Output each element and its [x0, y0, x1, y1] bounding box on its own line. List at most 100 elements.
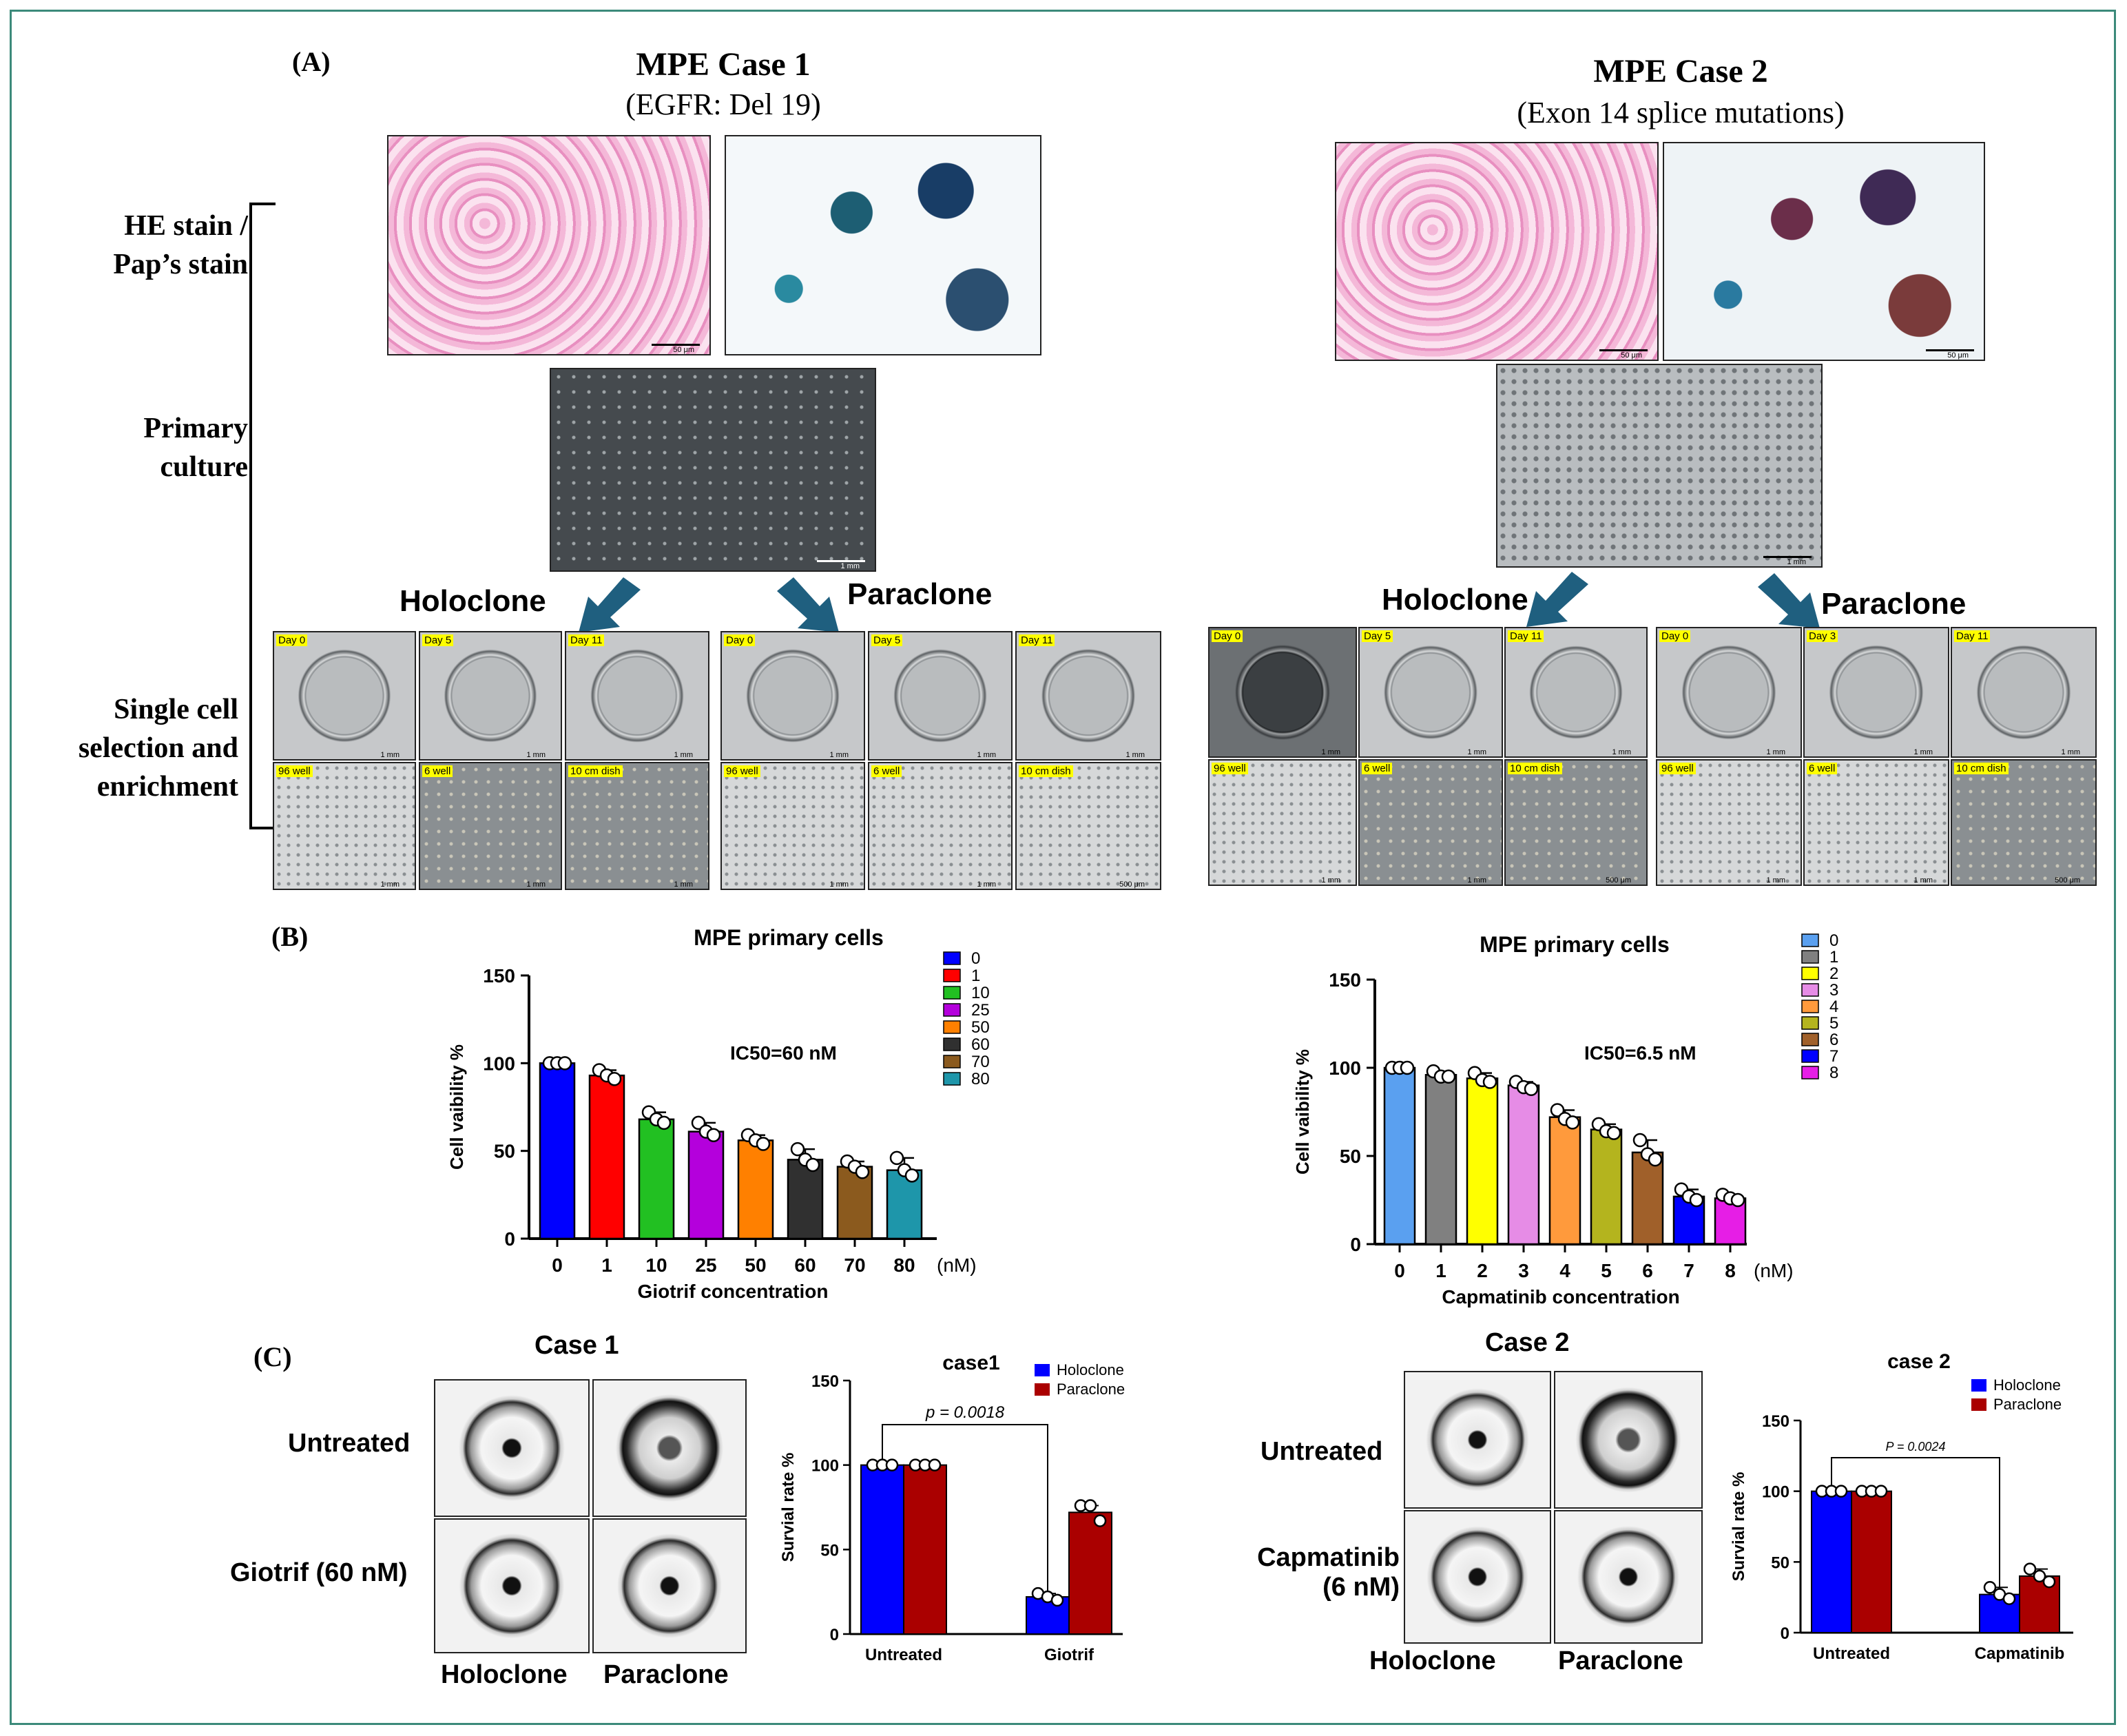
primary-label-line2: culture: [160, 451, 248, 483]
panel-c-letter: (C): [253, 1341, 292, 1372]
data-point: [756, 1137, 771, 1151]
y-tick-label: 0: [1350, 1234, 1361, 1255]
legend-label: 10: [971, 984, 990, 1002]
y-axis-label: Cell vaibility %: [1292, 1049, 1313, 1175]
bar: [588, 1074, 625, 1240]
legend-label: 0: [971, 949, 980, 968]
single-label-line1: Single cell: [114, 694, 238, 725]
legend-label: 7: [1829, 1047, 1838, 1066]
legend-label: 2: [1829, 964, 1838, 983]
legend-label: Paraclone: [1993, 1396, 2062, 1413]
data-point: [889, 1150, 904, 1166]
legend-swatch: [1801, 1066, 1819, 1079]
x-tick-label: 5: [1601, 1260, 1612, 1281]
data-point: [928, 1458, 942, 1471]
legend-swatch: [1801, 933, 1819, 947]
legend-swatch: [1971, 1379, 1986, 1392]
data-point: [1050, 1593, 1064, 1607]
p-value-annotation: P = 0.0024: [1886, 1440, 1946, 1454]
legend-swatch: [943, 986, 961, 1000]
ic50-annotation: IC50=60 nM: [730, 1042, 837, 1064]
legend-swatch: [1971, 1398, 1986, 1411]
legend-swatch: [1801, 1016, 1819, 1030]
case1-holo-96well: 96 well 1 mm: [273, 762, 416, 890]
y-axis-label: Cell vaibility %: [446, 1044, 467, 1170]
case2-para-capmatinib-image: [1554, 1510, 1703, 1644]
x-tick-label: Untreated: [1813, 1644, 1890, 1663]
legend-swatch: [1035, 1364, 1050, 1376]
case1-para-10cm: 10 cm dish 500 μm: [1015, 762, 1161, 890]
data-point: [1874, 1485, 1888, 1498]
unit-label: (nM): [937, 1254, 977, 1276]
figure-frame: [10, 10, 2116, 1725]
case1-holo-giotrif-image: [434, 1518, 590, 1653]
case2-paraclone-label: Paraclone: [1558, 1646, 1683, 1675]
y-tick-label: 150: [483, 965, 515, 986]
bar: [1507, 1084, 1540, 1246]
legend-swatch: [1801, 1049, 1819, 1063]
scale-text: 50 μm: [1947, 351, 1969, 360]
chart-title: MPE primary cells: [1480, 932, 1670, 957]
x-tick-label: 50: [745, 1254, 766, 1276]
legend-swatch: [943, 1037, 961, 1051]
stain-label-line1: HE stain /: [124, 210, 248, 242]
x-tick-label: Capmatinib: [1975, 1644, 2065, 1663]
case2-holoclone-label: Holoclone: [1369, 1646, 1496, 1675]
case2-title: MPE Case 2: [1593, 53, 1768, 90]
case1-holoclone-label: Holoclone: [441, 1660, 568, 1689]
data-point: [1441, 1069, 1456, 1084]
case1-para-96well: 96 well 1 mm: [720, 762, 865, 890]
legend-label: 8: [1829, 1064, 1838, 1082]
case1-holo-day11: Day 11 1 mm: [565, 631, 709, 761]
chart-title: case1: [942, 1352, 999, 1374]
bar: [1811, 1490, 1852, 1633]
arrow-down-right-icon: [1758, 573, 1820, 628]
legend-label: 0: [1829, 931, 1838, 950]
bar: [1068, 1511, 1112, 1635]
legend-label: 70: [971, 1053, 990, 1071]
primary-culture-label: Primary culture: [41, 409, 248, 486]
data-point: [885, 1458, 899, 1471]
data-point: [904, 1168, 920, 1183]
case2-holo-capmatinib-image: [1404, 1510, 1551, 1644]
data-point: [557, 1056, 572, 1071]
case2-he-image: 50 μm: [1335, 142, 1659, 361]
x-tick-label: Giotrif: [1044, 1646, 1094, 1664]
ic50-annotation: IC50=6.5 nM: [1584, 1042, 1697, 1064]
chart-c2: case 2 0 50 100 150 Survial rate % Untreated Ca…: [1730, 1350, 2073, 1663]
x-tick-label: 0: [552, 1254, 563, 1276]
capmatinib-line2: (6 nM): [1322, 1573, 1400, 1602]
data-point: [656, 1115, 672, 1130]
stain-label-line2: Pap’s stain: [113, 249, 248, 280]
data-point: [2002, 1592, 2016, 1605]
legend-label: 60: [971, 1035, 990, 1054]
bar: [1631, 1151, 1664, 1246]
case1-holo-6well: 6 well 1 mm: [419, 762, 562, 890]
bar: [787, 1159, 824, 1240]
legend-swatch: [943, 1020, 961, 1034]
p-value-annotation: p = 0.0018: [925, 1403, 1005, 1422]
y-tick-label: 150: [811, 1372, 839, 1391]
bar: [1383, 1066, 1416, 1246]
significance-bracket: [882, 1424, 1048, 1592]
y-tick-label: 0: [830, 1626, 839, 1644]
x-tick-label: 70: [844, 1254, 865, 1276]
arrow-down-left-icon: [579, 577, 641, 632]
untreated-label-c1: Untreated: [288, 1429, 411, 1458]
bar: [737, 1139, 774, 1240]
chart-title: MPE primary cells: [694, 925, 884, 950]
legend-swatch: [1035, 1383, 1050, 1396]
data-point: [691, 1115, 706, 1130]
data-point: [1834, 1485, 1848, 1498]
flow-arrows: [579, 572, 1820, 632]
legend-label: 1: [971, 967, 980, 985]
x-tick-label: 1: [601, 1254, 612, 1276]
data-point: [1689, 1192, 1704, 1208]
y-tick-label: 0: [504, 1228, 515, 1250]
case1-para-untreated-image: [592, 1379, 747, 1517]
legend-swatch: [1801, 967, 1819, 980]
bar: [539, 1062, 576, 1240]
